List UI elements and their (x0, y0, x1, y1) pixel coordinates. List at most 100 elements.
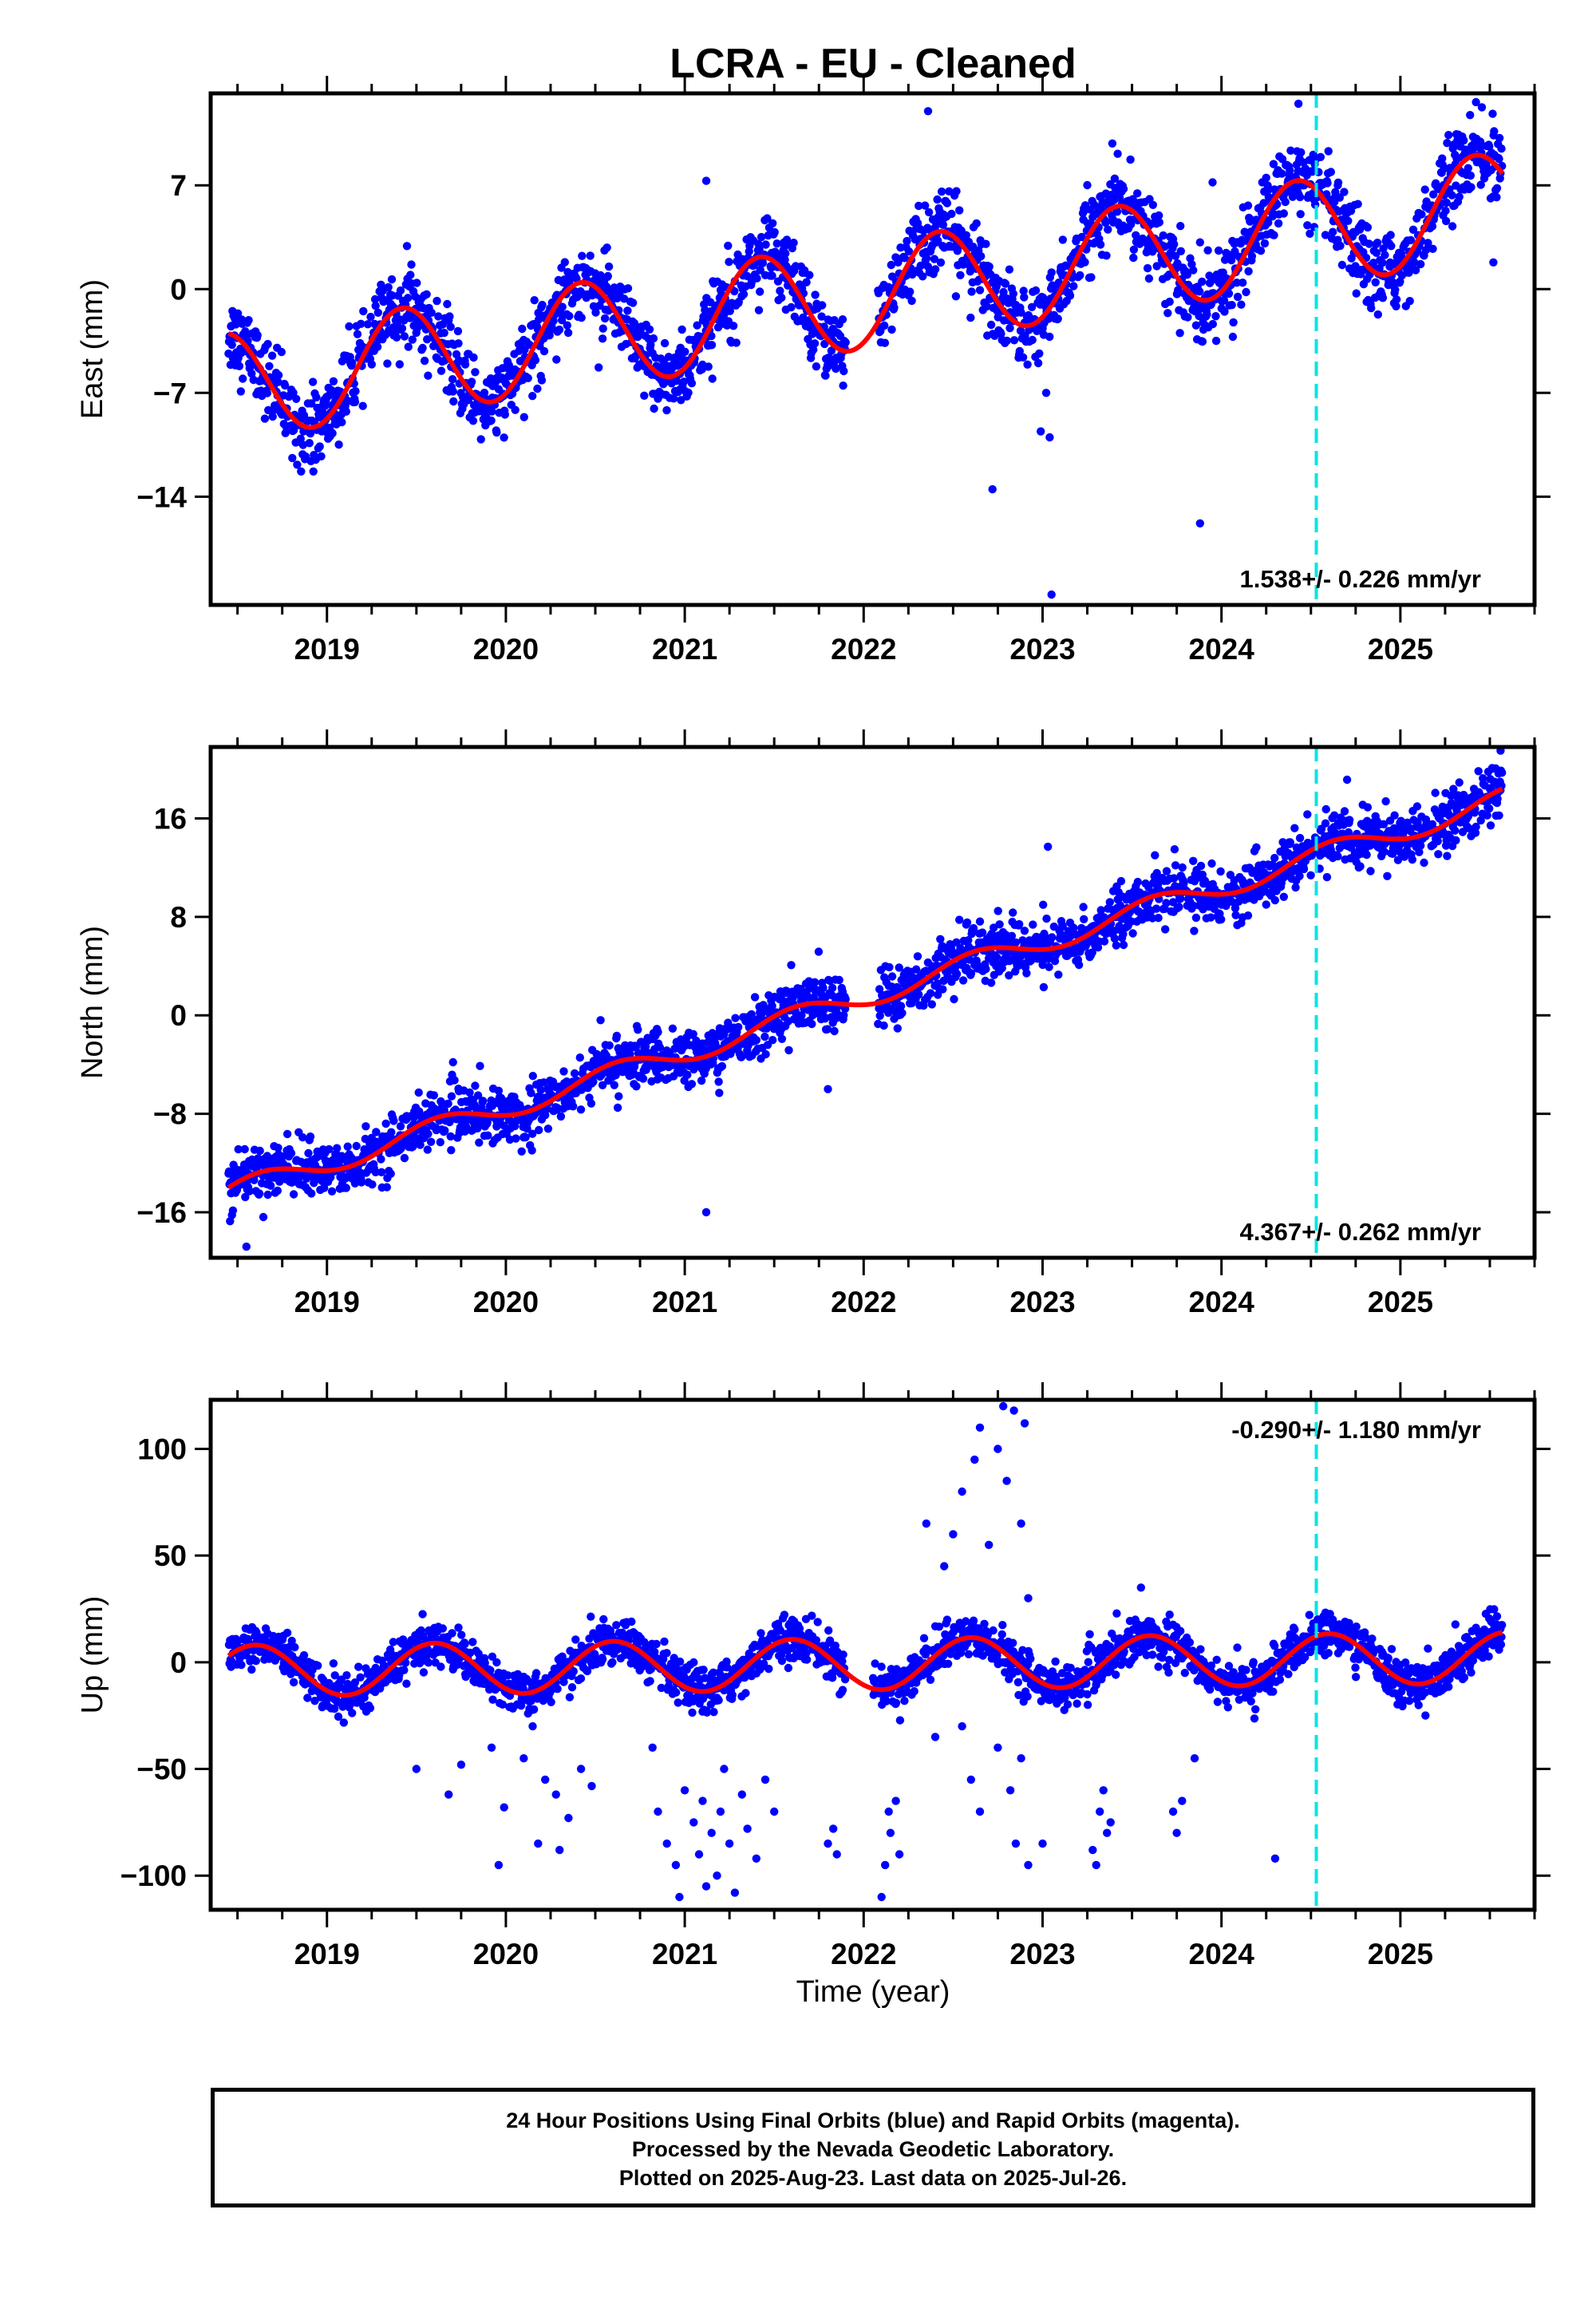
data-point (1189, 266, 1198, 275)
data-point (1455, 778, 1464, 787)
data-point (1392, 295, 1401, 304)
data-point (1306, 871, 1315, 880)
panels: 2019 2020 2021 2022 2023 2024 2025−14−707East … (76, 76, 1551, 1970)
data-point (343, 1142, 352, 1151)
data-point (543, 1124, 553, 1133)
data-point (612, 1031, 622, 1041)
data-point (1495, 811, 1503, 820)
data-point (1080, 258, 1089, 267)
data-point (1295, 871, 1304, 881)
data-point (437, 366, 446, 375)
data-point (715, 1089, 724, 1097)
data-point (433, 296, 441, 306)
data-point (282, 1628, 292, 1638)
data-point (305, 439, 314, 448)
data-point (282, 1129, 292, 1139)
data-point (955, 915, 964, 924)
data-point (469, 353, 478, 362)
data-point (440, 328, 448, 338)
data-point (1444, 131, 1453, 140)
data-point (956, 271, 965, 279)
data-point (933, 195, 942, 204)
data-point (556, 1112, 566, 1121)
data-point (1031, 286, 1041, 295)
data-point (1270, 231, 1278, 239)
data-point (958, 976, 968, 985)
data-point (708, 374, 717, 383)
data-point (1492, 184, 1502, 192)
data-point (339, 1718, 348, 1727)
data-point (468, 417, 478, 425)
data-point (610, 1081, 618, 1089)
data-point (1203, 310, 1211, 319)
data-point (1336, 241, 1345, 251)
data-point (1133, 877, 1143, 887)
data-point (267, 1181, 275, 1190)
data-point (288, 453, 297, 463)
data-point (1428, 222, 1437, 231)
data-point (962, 918, 972, 927)
x-tick-label: 2019 (294, 633, 360, 666)
data-point (982, 965, 990, 974)
data-point (638, 1074, 648, 1083)
data-point (1386, 231, 1395, 239)
data-point (1170, 845, 1179, 854)
data-point (1020, 927, 1029, 935)
data-point (1452, 836, 1460, 845)
data-point (342, 1184, 350, 1192)
outlier-point (1044, 842, 1053, 852)
data-point (301, 452, 310, 461)
data-point (535, 1125, 543, 1135)
data-point (309, 467, 318, 476)
data-point (1039, 982, 1049, 992)
data-point (265, 362, 274, 370)
data-point (1022, 969, 1031, 978)
data-point (760, 1032, 769, 1041)
data-point (811, 290, 820, 299)
data-point (235, 362, 244, 370)
data-point (729, 322, 738, 330)
data-point (559, 1067, 568, 1076)
data-point (342, 1671, 351, 1680)
data-point (422, 290, 431, 298)
data-point (950, 994, 958, 1004)
data-point (569, 1102, 578, 1111)
data-point (1434, 850, 1443, 859)
outlier-point (242, 1242, 251, 1251)
data-point (1216, 867, 1225, 876)
data-point (576, 1105, 586, 1114)
y-tick-label: −16 (136, 1196, 187, 1229)
data-point (915, 990, 923, 999)
data-point (768, 1036, 777, 1045)
data-point (1296, 210, 1305, 219)
data-point (296, 434, 305, 443)
data-point (274, 377, 282, 386)
data-point (640, 391, 649, 400)
data-point (1372, 248, 1381, 257)
data-point (328, 429, 337, 438)
data-point (966, 313, 975, 322)
data-point (613, 1103, 622, 1113)
data-point (732, 338, 741, 347)
data-point (1162, 867, 1171, 875)
data-point (396, 286, 405, 295)
data-point (306, 1132, 315, 1141)
data-point (1420, 858, 1428, 868)
data-point (307, 399, 316, 408)
data-point (717, 1061, 727, 1071)
data-point (821, 371, 830, 380)
data-point (1195, 238, 1205, 247)
data-point (387, 1128, 396, 1136)
data-point (731, 1014, 740, 1022)
data-point (619, 294, 629, 303)
data-point (591, 308, 600, 317)
data-point (259, 1212, 268, 1222)
data-point (752, 1036, 761, 1045)
x-tick-label: 2021 (652, 633, 717, 666)
data-point (1108, 139, 1117, 148)
data-point (1363, 223, 1373, 232)
data-point (231, 320, 240, 329)
data-point (1163, 309, 1172, 318)
data-point (1326, 168, 1336, 176)
